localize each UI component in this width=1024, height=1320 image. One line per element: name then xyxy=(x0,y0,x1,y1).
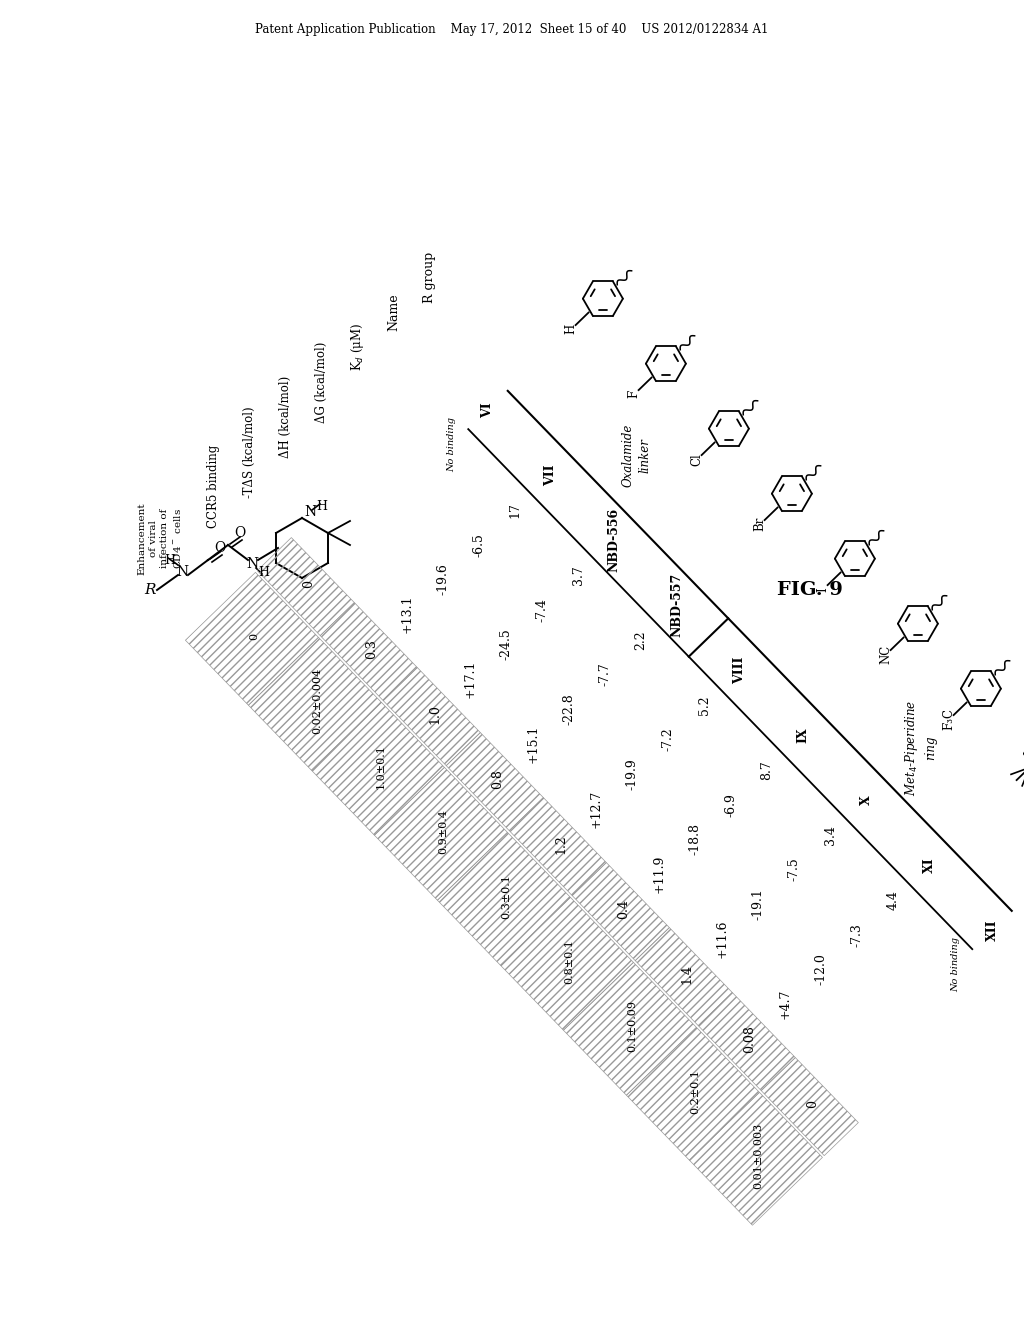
Text: NBD-556: NBD-556 xyxy=(607,508,621,572)
Text: 1.2: 1.2 xyxy=(554,834,567,854)
Text: 0: 0 xyxy=(806,1100,819,1107)
Text: Patent Application Publication    May 17, 2012  Sheet 15 of 40    US 2012/012283: Patent Application Publication May 17, 2… xyxy=(255,24,769,37)
Text: 0.01±0.003: 0.01±0.003 xyxy=(754,1123,764,1189)
Text: 0.08: 0.08 xyxy=(743,1026,756,1053)
Text: No binding: No binding xyxy=(447,417,457,473)
Text: F: F xyxy=(628,391,641,399)
Text: CCR5 binding: CCR5 binding xyxy=(208,445,220,528)
Text: +11.9: +11.9 xyxy=(653,855,666,894)
Text: +11.6: +11.6 xyxy=(716,920,729,958)
Text: -7.2: -7.2 xyxy=(662,727,675,751)
Text: Oxalamide
linker: Oxalamide linker xyxy=(622,424,651,487)
Text: -22.8: -22.8 xyxy=(563,693,575,725)
Text: -12.0: -12.0 xyxy=(815,953,827,985)
Text: 0.8: 0.8 xyxy=(490,770,504,789)
Text: X: X xyxy=(859,795,872,805)
Text: IX: IX xyxy=(797,727,810,743)
Text: XI: XI xyxy=(923,857,936,873)
Text: 0.1±0.09: 0.1±0.09 xyxy=(628,1001,638,1052)
Text: ΔH (kcal/mol): ΔH (kcal/mol) xyxy=(280,376,292,458)
Text: Cl: Cl xyxy=(691,453,703,466)
Text: -6.9: -6.9 xyxy=(725,792,737,817)
Text: +12.7: +12.7 xyxy=(590,791,603,829)
Text: N: N xyxy=(176,565,188,579)
Text: 0.8±0.1: 0.8±0.1 xyxy=(564,939,574,983)
Text: N: N xyxy=(246,557,258,572)
Text: 0.3: 0.3 xyxy=(365,639,378,659)
Text: No binding: No binding xyxy=(951,937,961,993)
Text: 17: 17 xyxy=(509,502,521,517)
Text: -19.9: -19.9 xyxy=(626,759,639,791)
Text: 1.0: 1.0 xyxy=(428,704,441,723)
Text: O: O xyxy=(234,525,246,540)
Text: +4.7: +4.7 xyxy=(779,989,792,1019)
Text: N: N xyxy=(304,506,316,519)
Text: O: O xyxy=(214,541,225,554)
Text: R group: R group xyxy=(423,252,436,304)
Text: ΔG (kcal/mol): ΔG (kcal/mol) xyxy=(315,342,329,422)
Text: I: I xyxy=(817,587,829,591)
Text: 0.9±0.4: 0.9±0.4 xyxy=(438,809,449,854)
Text: R: R xyxy=(144,583,156,597)
Text: 0.4: 0.4 xyxy=(617,899,630,919)
Text: VI: VI xyxy=(481,403,495,418)
Text: -7.7: -7.7 xyxy=(599,663,611,686)
Text: H: H xyxy=(565,325,578,334)
Text: 0.2±0.1: 0.2±0.1 xyxy=(690,1069,700,1114)
Text: -6.5: -6.5 xyxy=(473,533,485,557)
Text: Name: Name xyxy=(387,293,400,331)
Text: 5.2: 5.2 xyxy=(697,696,711,714)
Text: 3.4: 3.4 xyxy=(823,825,837,845)
Text: -7.5: -7.5 xyxy=(787,858,801,882)
Text: VIII: VIII xyxy=(733,656,746,684)
Text: VII: VII xyxy=(545,465,557,486)
Text: H: H xyxy=(258,565,269,578)
Text: +17.1: +17.1 xyxy=(464,660,477,698)
Text: NBD-557: NBD-557 xyxy=(671,573,683,638)
Text: K$_d$ (μM): K$_d$ (μM) xyxy=(349,323,367,371)
Text: -7.4: -7.4 xyxy=(536,598,549,622)
Text: -19.1: -19.1 xyxy=(752,888,765,920)
Text: 0: 0 xyxy=(250,632,260,640)
Text: F₃C: F₃C xyxy=(943,709,955,730)
Text: Enhancement
of viral
infection of
CD4$^-$ cells: Enhancement of viral infection of CD4$^-… xyxy=(137,503,182,576)
Text: -24.5: -24.5 xyxy=(500,628,513,660)
Text: +13.1: +13.1 xyxy=(400,595,414,634)
Text: Br: Br xyxy=(754,517,767,532)
Text: 2.2: 2.2 xyxy=(635,630,647,649)
Text: -7.3: -7.3 xyxy=(851,923,863,946)
Text: 3.7: 3.7 xyxy=(571,565,585,585)
Text: 8.7: 8.7 xyxy=(761,760,773,780)
Text: H: H xyxy=(316,499,328,512)
Text: XII: XII xyxy=(985,919,998,941)
Text: -TΔS (kcal/mol): -TΔS (kcal/mol) xyxy=(244,405,256,498)
Text: 1.4: 1.4 xyxy=(680,964,693,983)
Text: H: H xyxy=(165,553,175,566)
Text: +15.1: +15.1 xyxy=(527,725,540,763)
Text: FIG. 9: FIG. 9 xyxy=(777,581,843,599)
Text: -18.8: -18.8 xyxy=(689,824,701,855)
Text: NC: NC xyxy=(880,644,893,664)
Text: 1.0±0.1: 1.0±0.1 xyxy=(376,743,386,788)
Text: 0.02±0.004: 0.02±0.004 xyxy=(312,668,323,734)
Text: 4.4: 4.4 xyxy=(887,890,900,909)
Text: 0: 0 xyxy=(302,579,315,587)
Text: Met$_4$-Piperidine
ring: Met$_4$-Piperidine ring xyxy=(903,700,937,796)
Text: -19.6: -19.6 xyxy=(437,564,450,595)
Text: 0.3±0.1: 0.3±0.1 xyxy=(502,874,512,919)
